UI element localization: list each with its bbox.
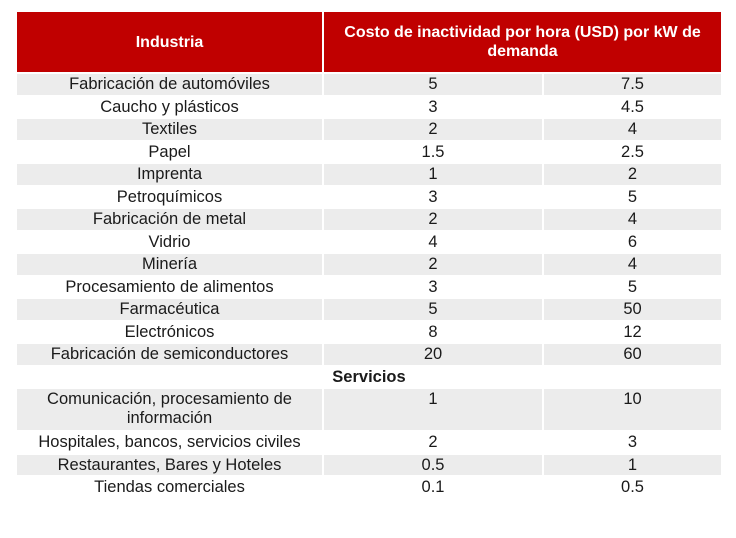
- table-row: Electrónicos 8 12: [17, 321, 721, 342]
- table-header-row: Industria Costo de inactividad por hora …: [17, 12, 721, 72]
- table-row: Tiendas comerciales 0.1 0.5: [17, 477, 721, 498]
- table-row: Minería 2 4: [17, 254, 721, 275]
- cost-high: 2: [544, 164, 721, 185]
- section-row: Servicios: [17, 366, 721, 387]
- cost-low: 2: [324, 209, 542, 230]
- table-row: Fabricación de automóviles 5 7.5: [17, 74, 721, 95]
- header-downtime-cost: Costo de inactividad por hora (USD) por …: [324, 12, 721, 72]
- cost-high: 2.5: [544, 141, 721, 162]
- cost-high: 5: [544, 186, 721, 207]
- table-body: Fabricación de automóviles 5 7.5 Caucho …: [17, 74, 721, 498]
- industry-name: Farmacéutica: [17, 299, 322, 320]
- cost-high: 0.5: [544, 477, 721, 498]
- service-name: Hospitales, bancos, servicios civiles: [17, 432, 322, 453]
- industry-name: Electrónicos: [17, 321, 322, 342]
- downtime-cost-table: Industria Costo de inactividad por hora …: [15, 10, 723, 500]
- cost-high: 4: [544, 254, 721, 275]
- table-row: Papel 1.5 2.5: [17, 141, 721, 162]
- table-row: Comunicación, procesamiento de informaci…: [17, 389, 721, 430]
- industry-name: Imprenta: [17, 164, 322, 185]
- service-name: Tiendas comerciales: [17, 477, 322, 498]
- cost-low: 1.5: [324, 141, 542, 162]
- cost-high: 10: [544, 389, 721, 430]
- cost-low: 0.1: [324, 477, 542, 498]
- table-row: Textiles 2 4: [17, 119, 721, 140]
- cost-high: 4.5: [544, 96, 721, 117]
- cost-low: 1: [324, 164, 542, 185]
- cost-low: 3: [324, 276, 542, 297]
- cost-low: 5: [324, 74, 542, 95]
- cost-high: 50: [544, 299, 721, 320]
- table-row: Hospitales, bancos, servicios civiles 2 …: [17, 432, 721, 453]
- cost-high: 60: [544, 344, 721, 365]
- industry-name: Vidrio: [17, 231, 322, 252]
- cost-low: 2: [324, 432, 542, 453]
- table-row: Restaurantes, Bares y Hoteles 0.5 1: [17, 454, 721, 475]
- cost-low: 2: [324, 254, 542, 275]
- industry-name: Caucho y plásticos: [17, 96, 322, 117]
- industry-name: Papel: [17, 141, 322, 162]
- section-label-services: Servicios: [17, 366, 721, 387]
- cost-high: 1: [544, 454, 721, 475]
- cost-high: 5: [544, 276, 721, 297]
- cost-high: 3: [544, 432, 721, 453]
- header-industry: Industria: [17, 12, 322, 72]
- table-row: Caucho y plásticos 3 4.5: [17, 96, 721, 117]
- cost-high: 6: [544, 231, 721, 252]
- cost-low: 20: [324, 344, 542, 365]
- table-row: Fabricación de metal 2 4: [17, 209, 721, 230]
- table-row: Farmacéutica 5 50: [17, 299, 721, 320]
- cost-low: 0.5: [324, 454, 542, 475]
- cost-low: 4: [324, 231, 542, 252]
- table-row: Vidrio 4 6: [17, 231, 721, 252]
- cost-low: 5: [324, 299, 542, 320]
- table-row: Imprenta 1 2: [17, 164, 721, 185]
- cost-low: 8: [324, 321, 542, 342]
- industry-name: Fabricación de metal: [17, 209, 322, 230]
- cost-low: 1: [324, 389, 542, 430]
- cost-high: 4: [544, 119, 721, 140]
- table-row: Petroquímicos 3 5: [17, 186, 721, 207]
- table-row: Fabricación de semiconductores 20 60: [17, 344, 721, 365]
- service-name: Comunicación, procesamiento de informaci…: [17, 389, 322, 430]
- cost-high: 7.5: [544, 74, 721, 95]
- industry-name: Fabricación de semiconductores: [17, 344, 322, 365]
- table-row: Procesamiento de alimentos 3 5: [17, 276, 721, 297]
- industry-name: Textiles: [17, 119, 322, 140]
- industry-name: Petroquímicos: [17, 186, 322, 207]
- cost-low: 3: [324, 96, 542, 117]
- cost-low: 3: [324, 186, 542, 207]
- industry-name: Procesamiento de alimentos: [17, 276, 322, 297]
- cost-high: 4: [544, 209, 721, 230]
- service-name: Restaurantes, Bares y Hoteles: [17, 454, 322, 475]
- cost-high: 12: [544, 321, 721, 342]
- cost-low: 2: [324, 119, 542, 140]
- industry-name: Minería: [17, 254, 322, 275]
- industry-name: Fabricación de automóviles: [17, 74, 322, 95]
